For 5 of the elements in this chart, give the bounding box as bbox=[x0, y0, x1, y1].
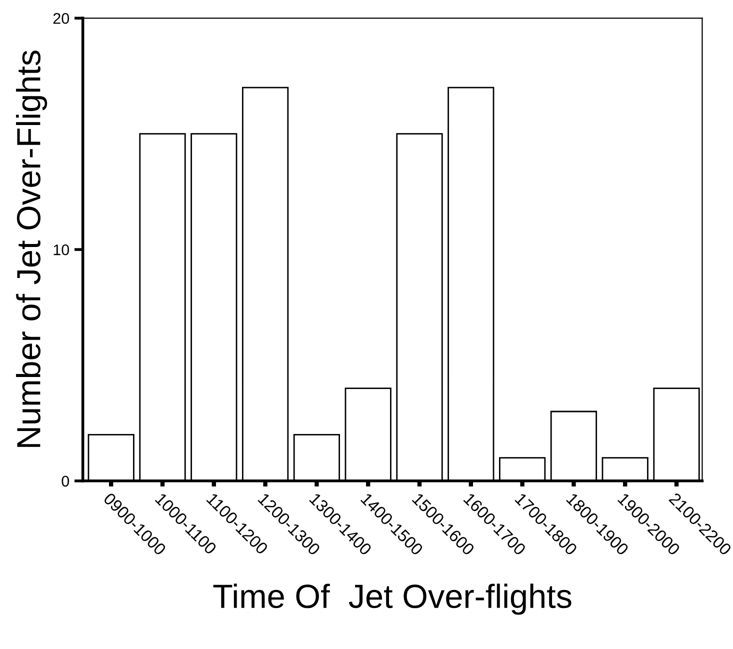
y-tick-label: 10 bbox=[54, 244, 70, 256]
y-tick-label: 20 bbox=[53, 13, 70, 24]
y-tick-label: 0 bbox=[62, 476, 70, 487]
x-axis-title: Time Of Jet Over-flights bbox=[213, 584, 572, 615]
y-axis-title: Number of Jet Over-Flights bbox=[16, 50, 48, 447]
